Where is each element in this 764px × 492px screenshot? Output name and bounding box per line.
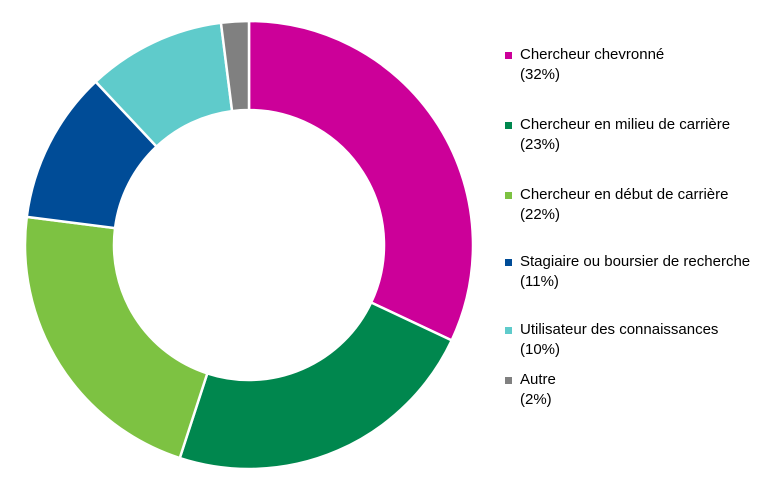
- legend-entry: Stagiaire ou boursier de recherche (11%): [505, 252, 755, 292]
- legend-entry: Chercheur en début de carrière (22%): [505, 185, 755, 225]
- legend-label: Stagiaire ou boursier de recherche: [520, 253, 751, 270]
- legend-swatch: [505, 327, 512, 334]
- legend-entry: Chercheur en milieu de carrière (23%): [505, 115, 755, 155]
- legend-value: (23%): [520, 136, 561, 153]
- legend-value: (11%): [520, 273, 559, 290]
- legend-swatch: [505, 52, 512, 59]
- legend-swatch: [505, 192, 512, 199]
- donut-slice: [178, 300, 454, 471]
- legend-swatch: [505, 377, 512, 384]
- legend-entry: Chercheur chevronné (32%): [505, 45, 755, 85]
- legend-entry: Utilisateur des connaissances (10%): [505, 320, 755, 360]
- legend-value: (2%): [520, 391, 552, 408]
- legend-swatch: [505, 259, 512, 266]
- legend-value: (22%): [520, 206, 561, 223]
- legend-value: (10%): [520, 341, 561, 358]
- legend-label: Autre: [520, 371, 556, 388]
- legend-value: (32%): [520, 66, 561, 83]
- legend-label: Chercheur en milieu de carrière: [520, 116, 731, 133]
- legend-swatch: [505, 122, 512, 129]
- donut-slice: [219, 19, 251, 113]
- legend-label: Chercheur chevronné: [520, 46, 665, 63]
- donut: [23, 19, 475, 471]
- legend-label: Chercheur en début de carrière: [520, 186, 729, 203]
- legend-entry: Autre (2%): [505, 370, 755, 410]
- donut-slice: [23, 215, 209, 460]
- donut-slice: [247, 19, 475, 343]
- legend-label: Utilisateur des connaissances: [520, 321, 719, 338]
